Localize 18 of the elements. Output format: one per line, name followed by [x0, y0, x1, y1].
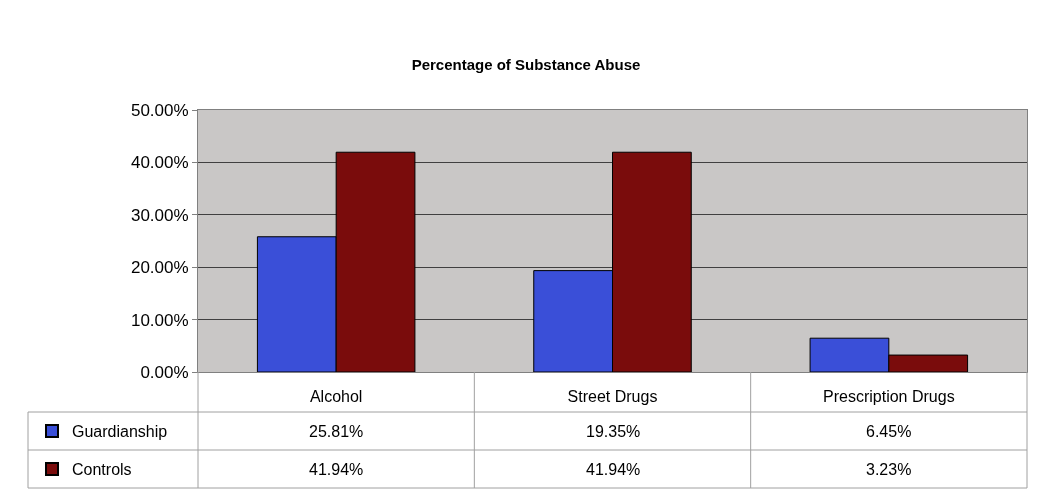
data-label: 19.35%	[586, 423, 641, 440]
y-tick-label: 40.00%	[130, 153, 189, 173]
data-label: 25.81%	[309, 423, 364, 440]
y-tick-label: 20.00%	[130, 258, 189, 278]
y-tick-label: 0.00%	[140, 362, 189, 382]
data-label: 6.45%	[866, 423, 912, 440]
y-tick-label: 50.00%	[130, 100, 189, 120]
x-tick-label: Prescription Drugs	[823, 388, 955, 406]
chart-title: Percentage of Substance Abuse	[411, 56, 641, 74]
y-tick-label: 30.00%	[130, 205, 189, 225]
legend-label: Controls	[72, 461, 132, 479]
y-tick-label: 10.00%	[130, 310, 189, 330]
data-label: 41.94%	[586, 461, 641, 478]
data-label: 41.94%	[309, 461, 364, 478]
legend-label: Guardianship	[72, 423, 168, 441]
data-label: 3.23%	[866, 461, 912, 478]
x-tick-label: Alcohol	[309, 388, 363, 406]
x-tick-label: Street Drugs	[567, 388, 658, 406]
